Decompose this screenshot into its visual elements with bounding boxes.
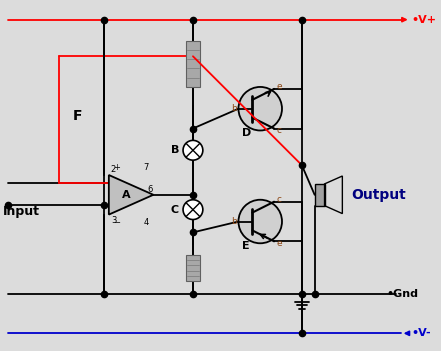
Circle shape — [239, 200, 282, 243]
Text: 3: 3 — [111, 216, 116, 225]
Text: •Gnd: •Gnd — [386, 289, 418, 299]
Text: 7: 7 — [143, 163, 149, 172]
Text: •V-: •V- — [411, 328, 431, 338]
Bar — [314, 184, 325, 206]
Circle shape — [239, 87, 282, 131]
Text: Input: Input — [3, 205, 40, 218]
Text: +: + — [113, 163, 120, 172]
Text: −: − — [113, 218, 120, 227]
Text: 6: 6 — [147, 185, 153, 194]
Text: 4: 4 — [143, 218, 149, 227]
Bar — [186, 255, 200, 281]
Text: A: A — [122, 190, 131, 200]
Text: c: c — [276, 195, 281, 204]
Bar — [186, 41, 200, 87]
Circle shape — [183, 140, 203, 160]
Text: 2: 2 — [111, 165, 116, 173]
Text: B: B — [171, 145, 179, 155]
Text: e: e — [276, 239, 282, 248]
Text: F: F — [73, 109, 83, 122]
Text: Output: Output — [351, 188, 406, 202]
Text: C: C — [171, 205, 179, 214]
Text: c: c — [276, 126, 281, 135]
Circle shape — [183, 200, 203, 219]
Text: b: b — [231, 104, 236, 113]
Polygon shape — [109, 175, 153, 214]
Text: b: b — [231, 217, 236, 226]
Text: D: D — [243, 128, 252, 138]
Text: E: E — [243, 241, 250, 251]
Text: e: e — [276, 82, 282, 92]
Text: •V+: •V+ — [411, 15, 437, 25]
